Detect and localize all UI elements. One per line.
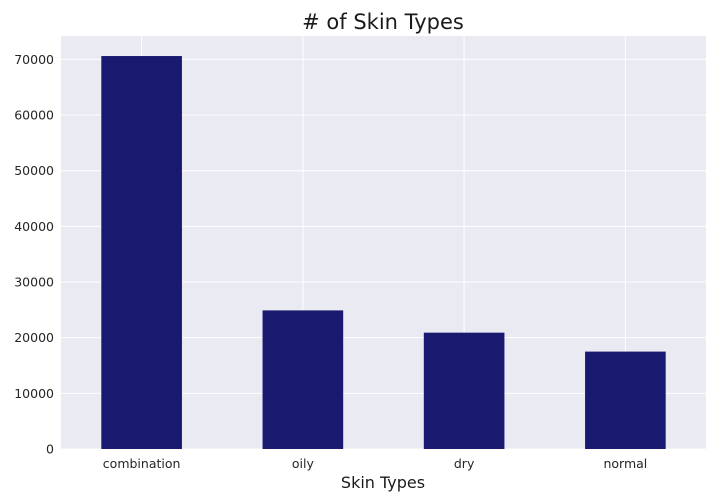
bar-oily <box>262 310 344 449</box>
x-tick-label: combination <box>103 456 181 471</box>
bars <box>101 56 666 450</box>
bar-dry <box>423 332 505 449</box>
y-tick-label: 60000 <box>14 108 54 123</box>
x-tick-label: dry <box>454 456 475 471</box>
x-axis-ticks: combination oily dry normal <box>103 456 647 471</box>
y-tick-label: 20000 <box>14 330 54 345</box>
bar-combination <box>101 56 182 450</box>
y-tick-label: 10000 <box>14 386 54 401</box>
chart-title: # of Skin Types <box>302 10 464 34</box>
y-tick-label: 30000 <box>14 275 54 290</box>
x-tick-label: normal <box>603 456 647 471</box>
x-axis-label: Skin Types <box>341 473 425 492</box>
y-axis-ticks: 0 10000 20000 30000 40000 50000 60000 70000 <box>14 52 54 457</box>
y-tick-label: 0 <box>46 442 54 457</box>
y-tick-label: 40000 <box>14 219 54 234</box>
y-tick-label: 70000 <box>14 52 54 67</box>
bar-normal <box>585 351 666 449</box>
y-tick-label: 50000 <box>14 163 54 178</box>
x-tick-label: oily <box>292 456 315 471</box>
